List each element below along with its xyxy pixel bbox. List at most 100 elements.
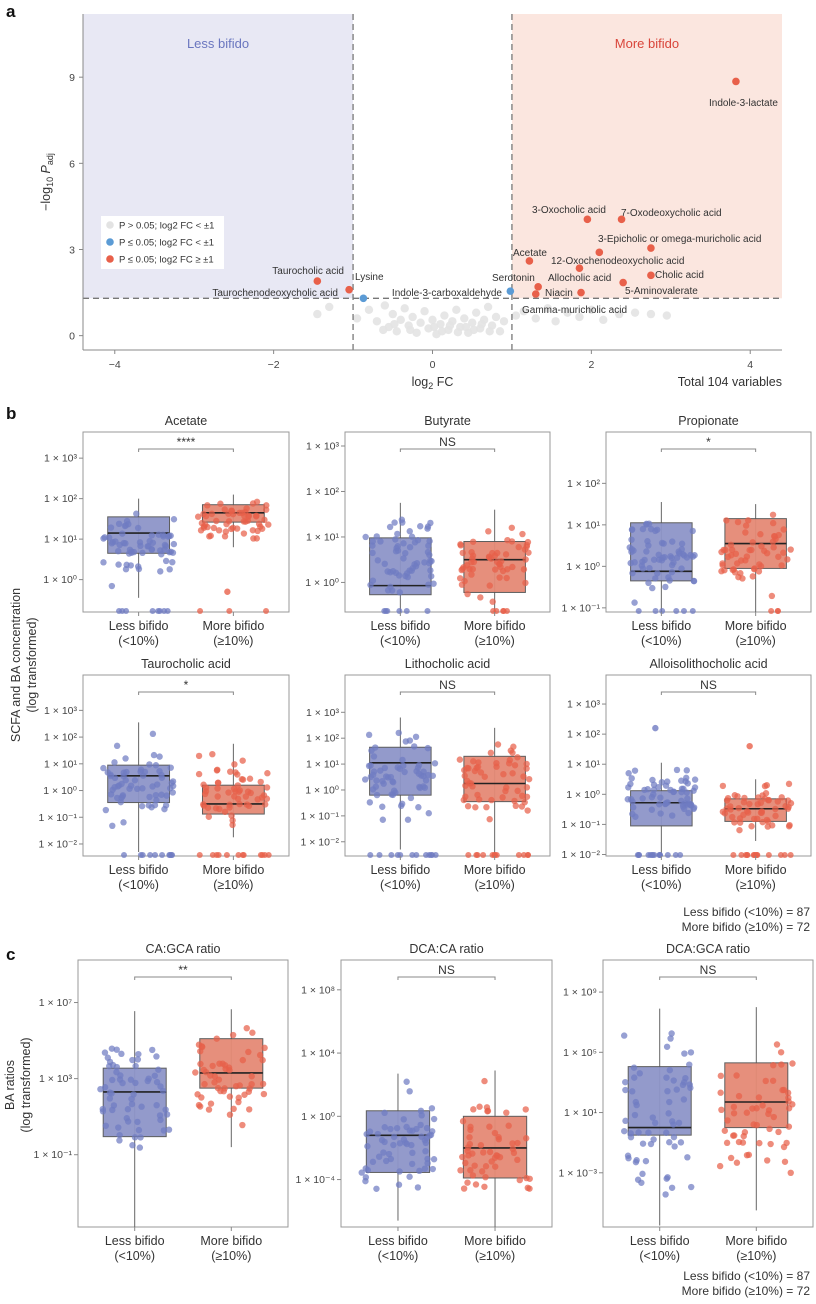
data-point (643, 520, 650, 528)
data-point (380, 1149, 387, 1156)
plot-frame (605, 431, 812, 613)
data-point (770, 1061, 777, 1069)
data-point (668, 561, 676, 569)
significance-bracket (399, 691, 496, 695)
data-point (515, 543, 522, 551)
data-point (396, 1168, 403, 1175)
data-point (372, 744, 379, 751)
category-label: Less bifido (109, 619, 169, 633)
data-point (478, 1168, 486, 1175)
data-point (657, 794, 664, 801)
significant-point (534, 283, 542, 291)
y-tick-label: 1 × 10⁻² (561, 849, 600, 861)
data-point (209, 1062, 216, 1070)
data-point (483, 803, 490, 811)
data-point (214, 785, 221, 792)
data-point (721, 1127, 729, 1134)
data-point (374, 1130, 382, 1138)
category-label: Less bifido (109, 863, 169, 877)
category-label-sub: (<10%) (118, 878, 159, 892)
data-point (505, 760, 513, 767)
data-point-floor (367, 852, 374, 858)
data-point (494, 741, 502, 748)
data-point (389, 568, 397, 575)
data-point (145, 802, 153, 809)
plot-frame (344, 674, 551, 857)
data-point (137, 768, 144, 775)
data-point (495, 1136, 503, 1143)
data-point (480, 1149, 487, 1156)
data-point (165, 1126, 173, 1133)
data-point (497, 563, 504, 571)
data-point (778, 562, 785, 569)
data-point-outlier (224, 588, 231, 595)
data-point (671, 1143, 678, 1150)
data-point (99, 1108, 107, 1115)
data-point (756, 1139, 763, 1147)
data-point (717, 1089, 724, 1096)
data-point (627, 1133, 635, 1141)
data-point-floor (652, 608, 659, 614)
data-point (631, 767, 639, 774)
category-label: More bifido (200, 1234, 262, 1248)
data-point (131, 777, 139, 784)
data-point (521, 799, 528, 806)
data-point (226, 804, 233, 811)
data-point (785, 1123, 793, 1130)
data-point (152, 762, 160, 769)
data-point (690, 577, 698, 585)
data-point (772, 805, 779, 813)
y-tick-label: 1 × 10⁴ (301, 1048, 335, 1060)
data-point (622, 1078, 629, 1086)
data-point (404, 816, 412, 823)
subplot-title: CA:GCA ratio (145, 942, 220, 956)
data-point (204, 804, 212, 811)
data-point (214, 779, 222, 786)
data-point (688, 1183, 695, 1191)
data-point (691, 552, 698, 559)
y-tick-label: 1 × 10⁸ (301, 984, 335, 996)
data-point (397, 802, 405, 810)
data-point (639, 525, 647, 533)
y-tick-label: 1 × 10⁰ (305, 784, 339, 796)
category-label-sub: (<10%) (114, 1249, 155, 1263)
data-point (123, 768, 130, 776)
data-point-floor (121, 852, 128, 858)
data-point (373, 533, 380, 540)
category-label-sub: (≥10%) (475, 634, 515, 648)
y-tick-label: 1 × 10² (567, 478, 600, 490)
category-label: Less bifido (630, 1234, 690, 1248)
data-point (785, 780, 793, 788)
data-point (633, 1157, 640, 1164)
ns-point (511, 311, 521, 320)
significant-point (617, 215, 626, 224)
y-tick-label: 1 × 10⁻¹ (38, 812, 77, 824)
category-label-sub: (≥10%) (213, 634, 253, 648)
data-point (146, 537, 153, 545)
data-point (166, 566, 173, 573)
data-point (428, 572, 435, 580)
data-point (482, 1163, 490, 1170)
data-point (461, 577, 468, 585)
data-point (381, 1124, 388, 1131)
data-point (762, 1077, 769, 1085)
data-point (248, 1073, 255, 1080)
data-point (377, 538, 384, 545)
ns-point (412, 328, 421, 337)
data-point (134, 563, 142, 570)
data-point (684, 795, 691, 802)
ns-point (551, 317, 560, 326)
category-label-sub: (≥10%) (475, 1249, 515, 1263)
category-label-sub: (≥10%) (213, 878, 253, 892)
data-point (225, 510, 232, 517)
significant-point (583, 215, 592, 224)
data-point (232, 1083, 240, 1090)
data-point (170, 540, 178, 548)
data-point (381, 560, 388, 568)
data-point (482, 1173, 489, 1181)
data-point (366, 799, 374, 806)
data-point (491, 1154, 499, 1161)
data-point (668, 812, 676, 819)
ns-point (491, 312, 501, 322)
data-point (263, 784, 271, 791)
